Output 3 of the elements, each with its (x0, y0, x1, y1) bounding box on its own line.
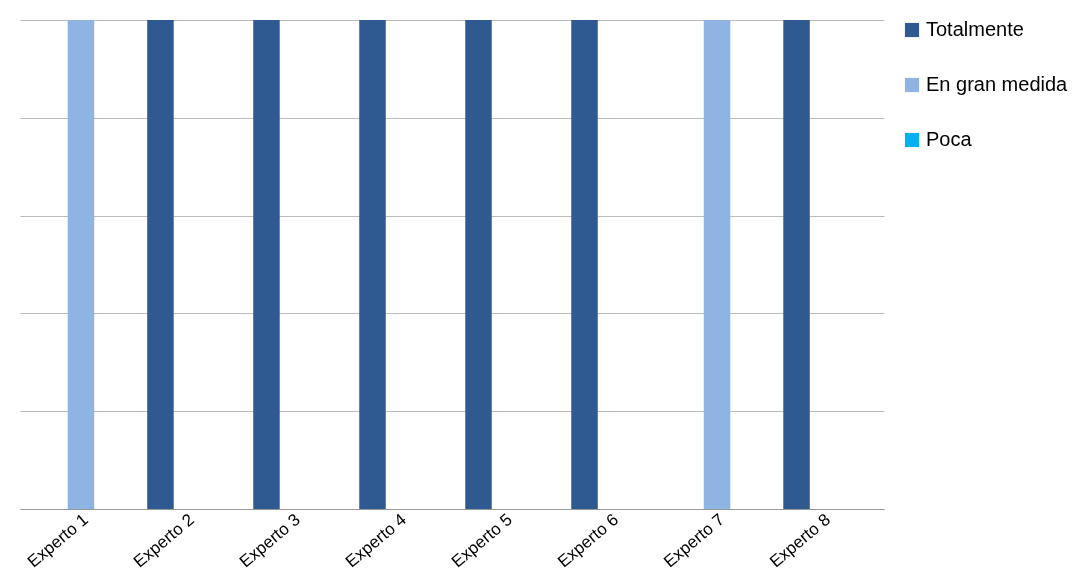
legend-label: Poca (926, 128, 973, 150)
legend-label: En gran medida (926, 73, 1069, 95)
legend-label: Totalmente (926, 18, 1024, 40)
